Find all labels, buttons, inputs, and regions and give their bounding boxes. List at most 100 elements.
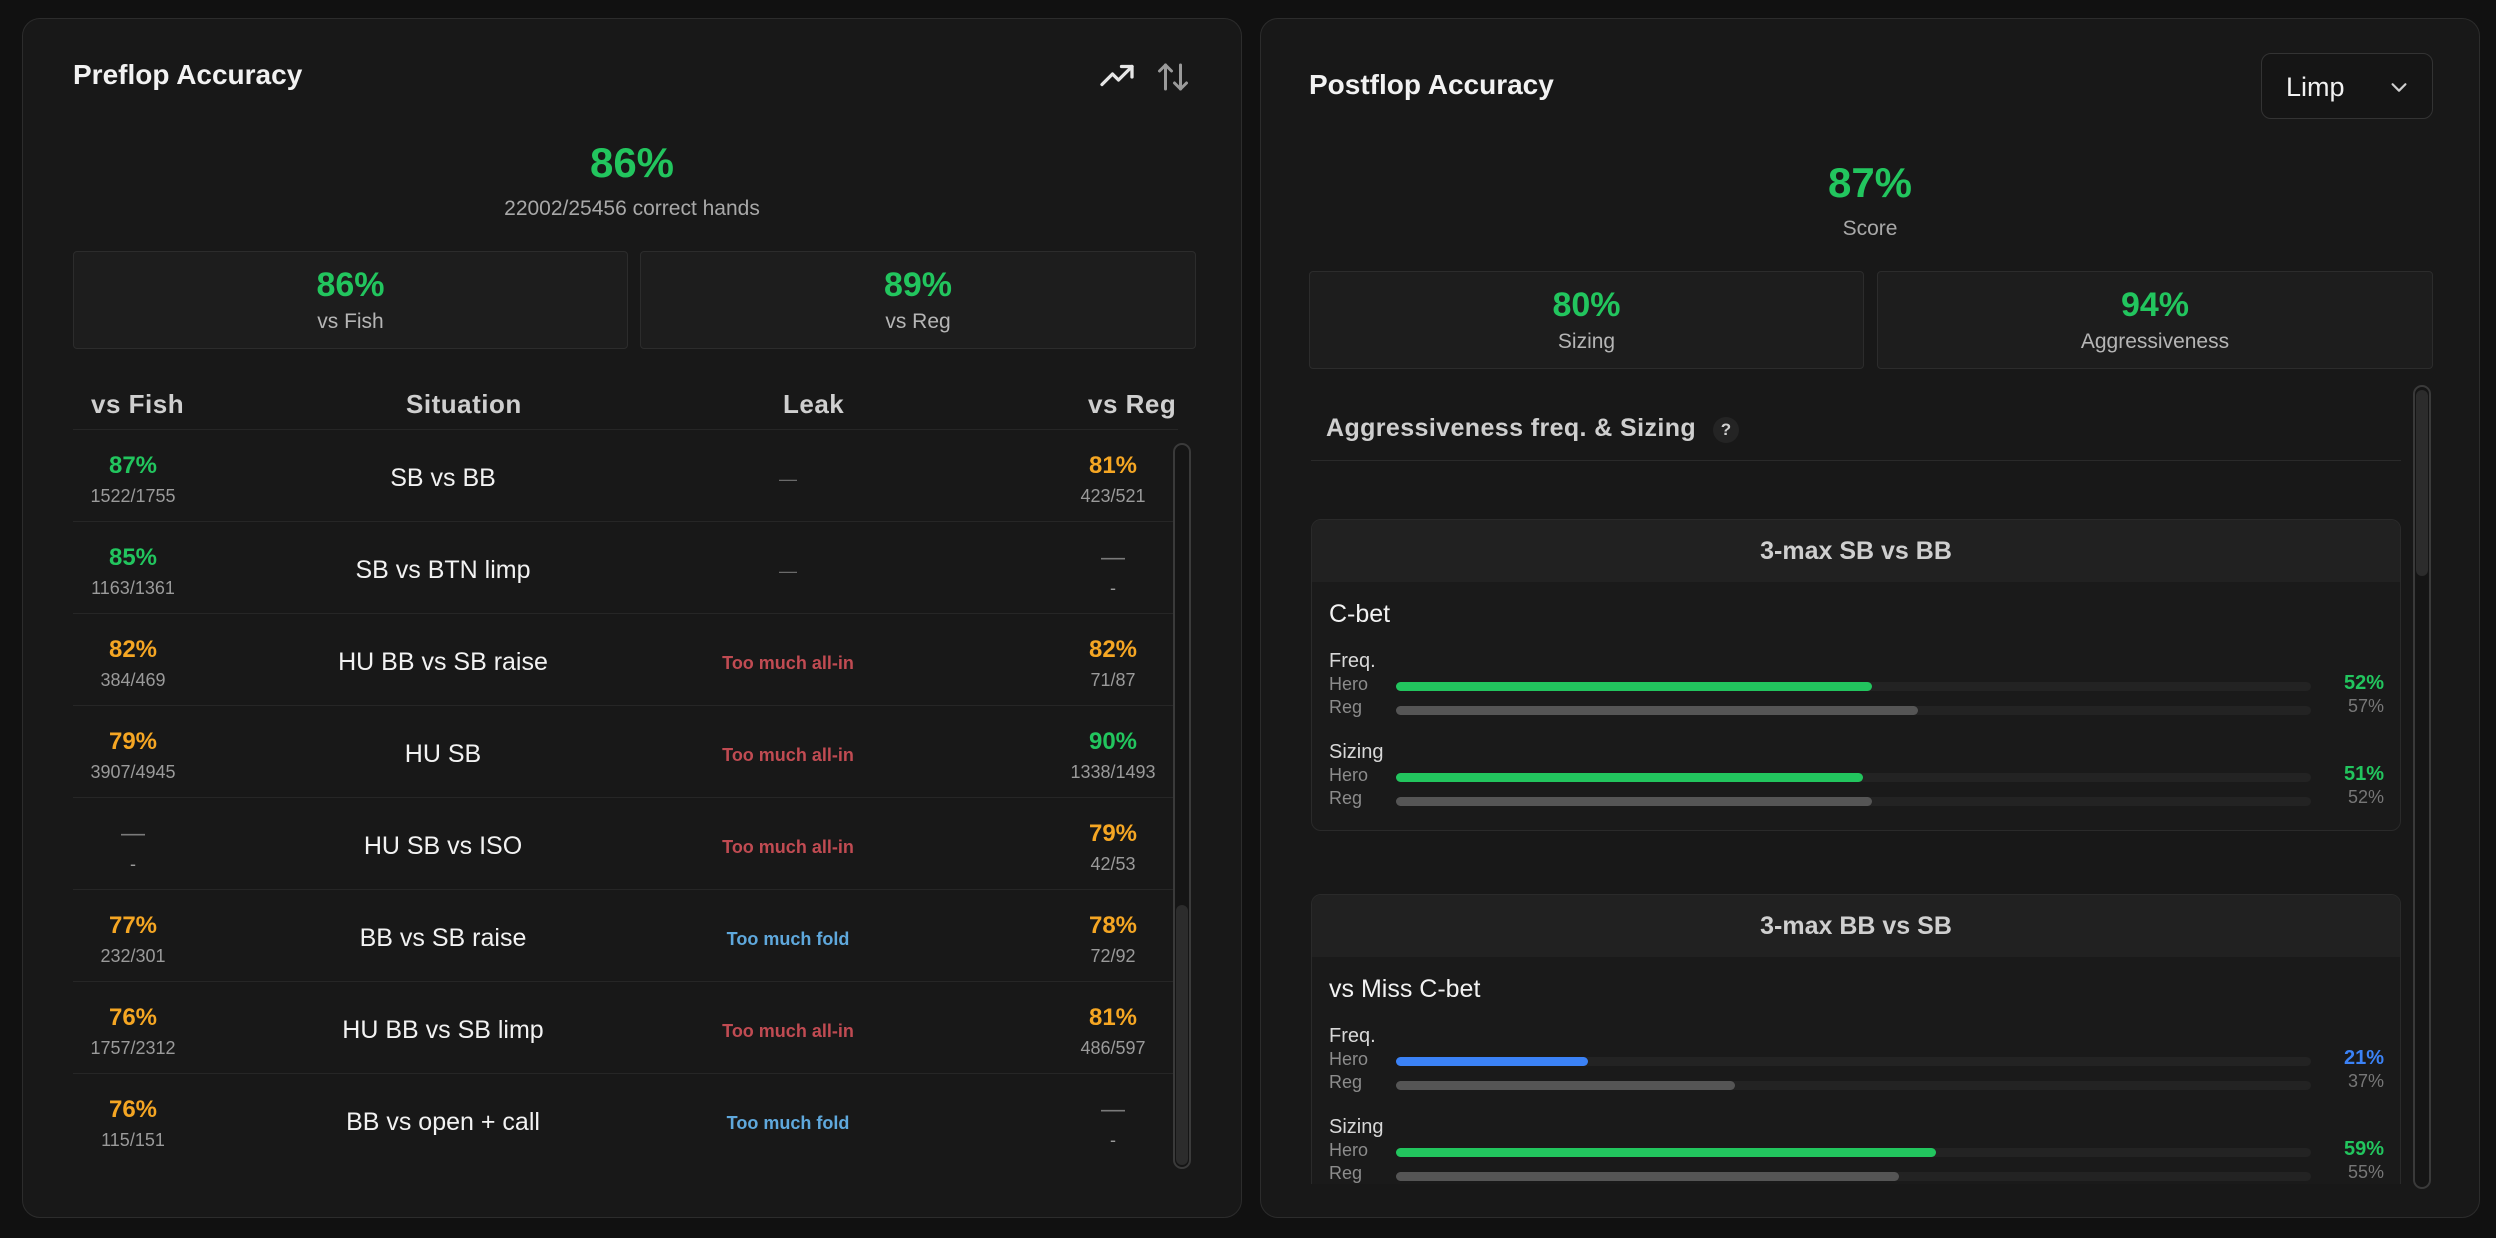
- vs-fish-count-cell: 384/469: [100, 670, 166, 690]
- vs-reg-pct: 89%: [883, 266, 953, 304]
- aggressiveness-pct: 94%: [2120, 286, 2190, 324]
- aggressiveness-stat: 94% Aggressiveness: [1877, 271, 2433, 369]
- postflop-scrollbar[interactable]: [2413, 385, 2431, 1189]
- vs-reg-count-cell: 1338/1493: [1070, 762, 1156, 782]
- reg-bar-fill: [1396, 706, 1918, 715]
- col-header-situation[interactable]: Situation: [406, 389, 522, 419]
- reg-value: 52%: [2347, 787, 2384, 807]
- vs-reg-count-cell: 42/53: [1090, 854, 1136, 874]
- metric-label: Sizing: [1329, 741, 1384, 763]
- reg-bar-track: [1396, 1081, 2311, 1090]
- leak-cell: Too much all-in: [722, 745, 854, 765]
- metric-label: Freq.: [1329, 650, 1376, 672]
- vs-reg-pct-cell: 79%: [1088, 820, 1138, 847]
- help-icon[interactable]: ?: [1713, 417, 1739, 443]
- table-row[interactable]: 77% 232/301 BB vs SB raise Too much fold 78%…: [73, 889, 1178, 981]
- situation-card-subtitle: C-bet: [1329, 600, 1391, 628]
- postflop-scrollbar-thumb[interactable]: [2416, 390, 2428, 576]
- table-row[interactable]: 76% 1757/2312 HU BB vs SB limp Too much all…: [73, 981, 1178, 1073]
- vs-fish-pct-cell: 77%: [108, 912, 158, 939]
- vs-fish-count-cell: -: [130, 854, 136, 874]
- vs-reg-count-cell: 72/92: [1090, 946, 1136, 966]
- hero-value: 59%: [2343, 1138, 2384, 1160]
- chevron-down-icon: [2391, 83, 2407, 92]
- vs-reg-stat: 89% vs Reg: [640, 251, 1196, 349]
- situation-cell: BB vs SB raise: [359, 924, 527, 952]
- vs-reg-count-cell: 423/521: [1080, 486, 1146, 506]
- sizing-stat: 80% Sizing: [1309, 271, 1864, 369]
- col-header-vs-fish[interactable]: vs Fish: [91, 389, 185, 419]
- postflop-panel: Postflop Accuracy Limp 87% Score 80% Siz…: [1260, 18, 2480, 1218]
- preflop-scrollbar[interactable]: [1173, 443, 1191, 1169]
- preflop-overall-pct: 86%: [589, 139, 675, 186]
- postflop-score-label: Score: [1842, 217, 1898, 240]
- preflop-title: Preflop Accuracy: [73, 59, 303, 90]
- leak-cell: Too much fold: [726, 1113, 850, 1133]
- preflop-panel: Preflop Accuracy 86% 22002/25456 correct…: [22, 18, 1242, 1218]
- situation-cell: SB vs BTN limp: [355, 556, 531, 584]
- reg-label: Reg: [1329, 788, 1363, 808]
- metric-label: Freq.: [1329, 1025, 1376, 1047]
- postflop-cards-area: 3-max SB vs BB C-bet Freq. Hero 52% Reg 57% Siz…: [1311, 519, 2401, 1184]
- section-divider: [1311, 460, 2401, 461]
- vs-fish-pct: 86%: [316, 266, 385, 304]
- reg-bar-track: [1396, 706, 2311, 715]
- reg-bar-fill: [1396, 1081, 1735, 1090]
- reg-bar-fill: [1396, 797, 1872, 806]
- vs-reg-pct-cell: 81%: [1088, 452, 1138, 479]
- trend-up-icon[interactable]: [1099, 59, 1135, 95]
- leak-cell: —: [779, 561, 797, 581]
- reg-value: 55%: [2347, 1162, 2384, 1182]
- situation-card-title: 3-max BB vs SB: [1312, 895, 2400, 957]
- vs-fish-pct-cell: 87%: [108, 452, 158, 479]
- hero-bar-fill: [1396, 773, 1863, 782]
- sizing-label: Sizing: [1557, 330, 1616, 353]
- hero-label: Hero: [1329, 1140, 1369, 1160]
- vs-reg-count-cell: -: [1110, 1130, 1116, 1150]
- vs-fish-count-cell: 1522/1755: [90, 486, 176, 506]
- vs-reg-pct-cell: 78%: [1088, 912, 1138, 939]
- col-header-vs-reg[interactable]: vs Reg: [1088, 389, 1177, 419]
- situation-dropdown[interactable]: Limp: [2261, 53, 2433, 119]
- vs-reg-pct-cell: 81%: [1088, 1004, 1138, 1031]
- vs-fish-pct-cell: 85%: [108, 544, 158, 571]
- hero-value: 52%: [2343, 672, 2384, 694]
- vs-reg-pct-cell: 90%: [1088, 728, 1138, 755]
- hero-value: 51%: [2343, 763, 2384, 785]
- hero-label: Hero: [1329, 674, 1369, 694]
- vs-reg-pct-cell: 82%: [1088, 636, 1138, 663]
- table-row[interactable]: 87% 1522/1755 SB vs BB — 81% 423/521: [73, 429, 1178, 521]
- sizing-pct: 80%: [1552, 286, 1621, 324]
- vs-reg-count-cell: 71/87: [1090, 670, 1136, 690]
- vs-fish-count-cell: 115/151: [101, 1130, 165, 1150]
- situation-card-subtitle: vs Miss C-bet: [1329, 975, 1481, 1003]
- reg-value: 37%: [2347, 1071, 2384, 1091]
- vs-fish-count-cell: 1757/2312: [90, 1038, 176, 1058]
- situation-cell: SB vs BB: [390, 464, 496, 492]
- table-row[interactable]: — - HU SB vs ISO Too much all-in 79% 42/53: [73, 797, 1178, 889]
- table-row[interactable]: 82% 384/469 HU BB vs SB raise Too much all-…: [73, 613, 1178, 705]
- table-row[interactable]: 85% 1163/1361 SB vs BTN limp — — -: [73, 521, 1178, 613]
- leak-cell: Too much all-in: [722, 837, 854, 857]
- leak-cell: —: [779, 469, 797, 489]
- preflop-scrollbar-thumb[interactable]: [1176, 905, 1188, 1165]
- leak-cell: Too much all-in: [722, 1021, 854, 1041]
- situation-card: 3-max BB vs SB vs Miss C-bet Freq. Hero 21% R…: [1311, 894, 2401, 1184]
- col-header-leak[interactable]: Leak: [783, 389, 845, 419]
- hero-bar-fill: [1396, 682, 1872, 691]
- hero-bar-track: [1396, 682, 2311, 691]
- table-row[interactable]: 76% 115/151 BB vs open + call Too much fold…: [73, 1073, 1178, 1165]
- vs-fish-count-cell: 1163/1361: [91, 578, 175, 598]
- table-row[interactable]: 79% 3907/4945 HU SB Too much all-in 90% 1338/…: [73, 705, 1178, 797]
- reg-value: 57%: [2347, 696, 2384, 716]
- hero-bar-track: [1396, 773, 2311, 782]
- reg-bar-fill: [1396, 1172, 1900, 1181]
- sort-arrows-icon[interactable]: [1155, 59, 1191, 95]
- vs-fish-count-cell: 3907/4945: [90, 762, 176, 782]
- vs-reg-pct-cell: —: [1101, 544, 1125, 571]
- reg-label: Reg: [1329, 1072, 1363, 1092]
- vs-fish-pct-cell: 76%: [108, 1096, 158, 1123]
- metric-label: Sizing: [1329, 1116, 1384, 1138]
- hero-bar-track: [1396, 1057, 2311, 1066]
- situation-cell: HU BB vs SB raise: [338, 648, 548, 676]
